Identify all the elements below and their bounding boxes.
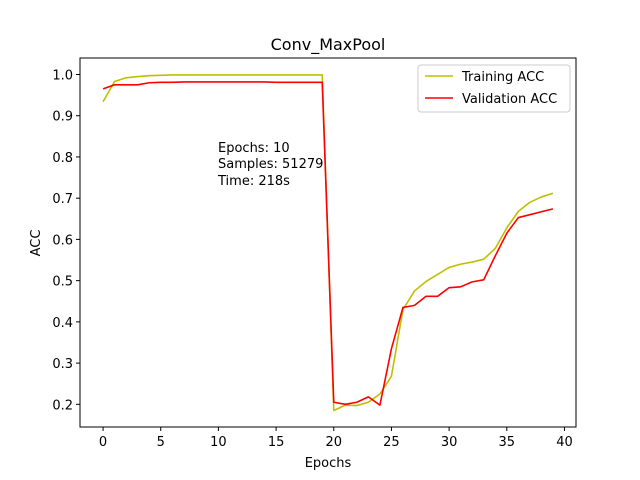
y-tick-label: 0.8 <box>52 151 73 166</box>
y-tick-label: 0.9 <box>52 110 73 125</box>
x-tick-label: 10 <box>210 435 227 450</box>
x-tick-label: 40 <box>556 435 573 450</box>
x-tick-label: 5 <box>157 435 165 450</box>
y-tick-label: 0.7 <box>52 192 73 207</box>
y-tick-label: 0.3 <box>52 357 73 372</box>
y-axis-label: ACC <box>29 230 44 257</box>
x-axis: 0 5 10 15 20 25 30 35 40 <box>99 427 573 450</box>
x-tick-label: 25 <box>383 435 400 450</box>
x-tick-label: 35 <box>499 435 516 450</box>
chart-title: Conv_MaxPool <box>271 35 386 55</box>
y-tick-label: 0.4 <box>52 316 73 331</box>
legend: Training ACC Validation ACC <box>417 64 571 113</box>
y-tick-label: 0.2 <box>52 398 73 413</box>
x-tick-label: 15 <box>268 435 285 450</box>
y-tick-label: 0.5 <box>52 275 73 290</box>
legend-label-training: Training ACC <box>461 70 544 85</box>
x-tick-label: 20 <box>325 435 342 450</box>
plot-area-frame <box>79 57 577 428</box>
x-tick-label: 0 <box>99 435 107 450</box>
annotation: Epochs: 10 Samples: 51279 Time: 218s <box>217 141 323 189</box>
annotation-samples: Samples: 51279 <box>218 157 323 172</box>
legend-box <box>417 64 571 113</box>
y-tick-label: 0.6 <box>52 233 73 248</box>
annotation-epochs: Epochs: 10 <box>218 141 290 156</box>
series-line-validation <box>102 81 554 406</box>
y-axis: 0.2 0.3 0.4 0.5 0.6 0.7 0.8 0.9 1.0 <box>52 68 80 413</box>
annotation-time: Time: 218s <box>217 174 290 189</box>
plot-lines <box>102 74 554 412</box>
x-axis-label: Epochs <box>305 456 352 471</box>
legend-label-validation: Validation ACC <box>462 92 557 107</box>
y-tick-label: 1.0 <box>52 68 73 83</box>
x-tick-label: 30 <box>441 435 458 450</box>
